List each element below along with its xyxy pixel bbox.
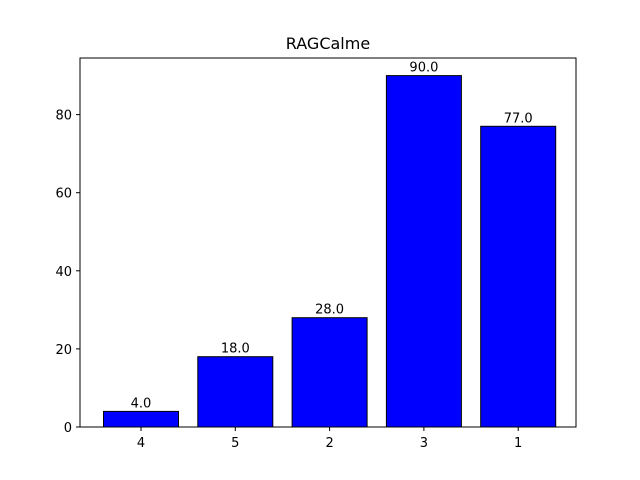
bar-4 — [103, 410, 179, 428]
y-tick-label: 60 — [55, 187, 72, 202]
chart-title: RAGCalme — [286, 34, 370, 53]
data-labels-layer: 4.0 18.0 28.0 90.0 77.0 — [131, 61, 533, 412]
x-tick-label: 2 — [325, 436, 333, 451]
x-tick-label: 4 — [137, 436, 145, 451]
data-label-5: 18.0 — [221, 342, 250, 357]
bar-1 — [480, 125, 557, 428]
y-tick-label: 40 — [55, 265, 72, 280]
data-label-1: 77.0 — [504, 111, 533, 126]
bar-3 — [385, 75, 462, 428]
bar-5 — [197, 356, 274, 428]
y-tick-label: 80 — [55, 109, 72, 124]
y-tick-label: 0 — [64, 421, 72, 436]
data-label-4: 4.0 — [131, 396, 152, 411]
bars-layer — [103, 75, 557, 428]
data-label-3: 90.0 — [409, 61, 438, 76]
plot-area-frame — [79, 57, 577, 428]
x-axis: 4 5 2 3 1 — [137, 427, 522, 451]
x-tick-label: 3 — [420, 436, 428, 451]
y-tick-label: 20 — [55, 343, 72, 358]
x-tick-label: 5 — [231, 436, 239, 451]
data-label-2: 28.0 — [315, 303, 344, 318]
y-axis: 0 20 40 60 80 — [55, 109, 80, 436]
bar-2 — [291, 317, 368, 428]
x-tick-label: 1 — [514, 436, 522, 451]
